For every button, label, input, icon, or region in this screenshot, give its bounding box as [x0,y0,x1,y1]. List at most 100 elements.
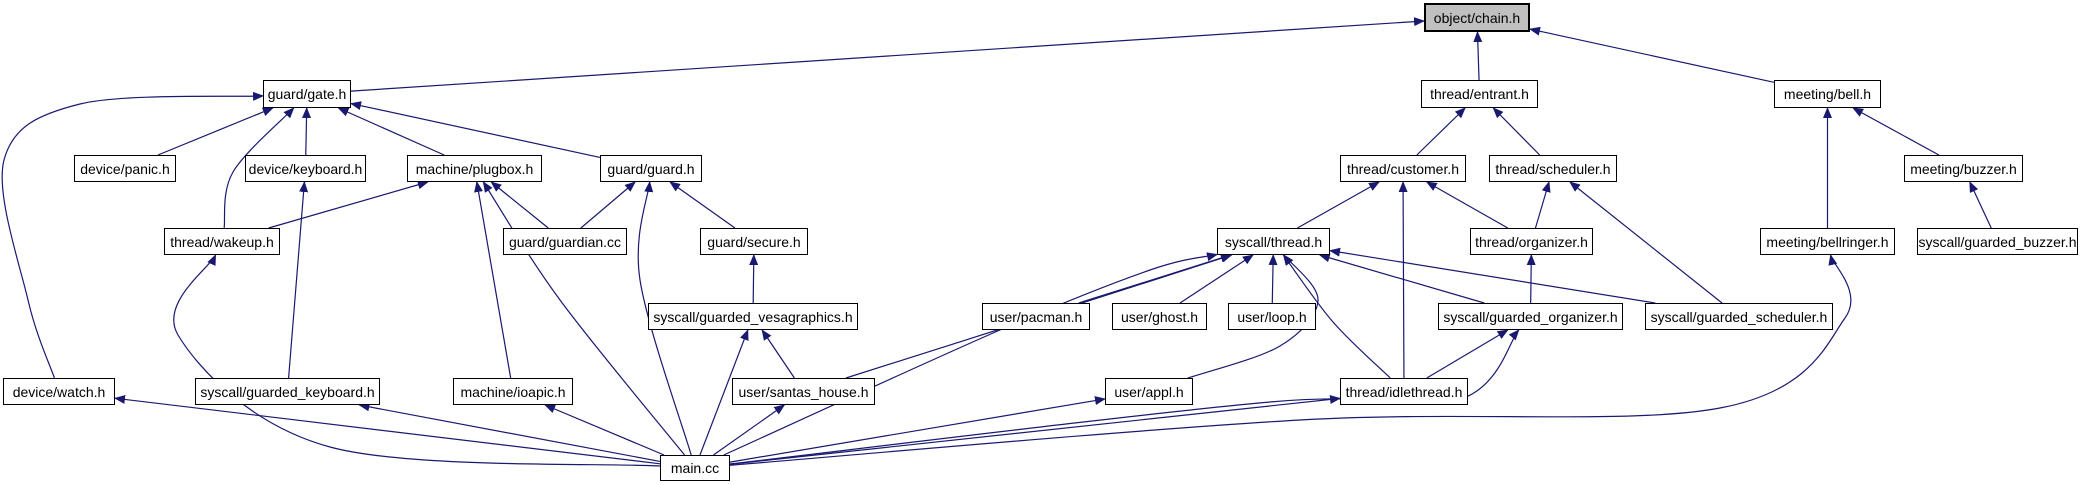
edge-meeting-bell-h-to-object-chain-h [1529,26,1775,83]
graph-node-label: thread/entrant.h [1430,86,1529,102]
graph-node-user-pacman-h[interactable]: user/pacman.h [982,303,1090,330]
graph-node-label: syscall/guarded_scheduler.h [1650,308,1828,325]
graph-node-device-watch-h[interactable]: device/watch.h [3,378,115,405]
graph-node-label: guard/guard.h [607,160,695,177]
graph-node-label: thread/wakeup.h [170,233,274,250]
edge-user-ghost-h-to-syscall-thread-h [1179,254,1254,304]
graph-node-syscall-guarded-keyboard-h[interactable]: syscall/guarded_keyboard.h [195,378,380,405]
graph-node-syscall-guarded-buzzer-h[interactable]: syscall/guarded_buzzer.h [1917,228,2078,255]
graph-node-label: guard/secure.h [707,233,801,250]
graph-node-syscall-guarded-scheduler-h[interactable]: syscall/guarded_scheduler.h [1645,303,1833,330]
edge-main-cc-to-thread-idlethread-h [729,395,1341,465]
graph-node-thread-idlethread-h[interactable]: thread/idlethread.h [1340,378,1468,405]
graph-node-label: object/chain.h [1433,9,1521,26]
graph-node-label: main.cc [670,460,720,476]
graph-node-meeting-bellringer-h[interactable]: meeting/bellringer.h [1760,228,1895,255]
graph-node-thread-scheduler-h[interactable]: thread/scheduler.h [1489,155,1617,182]
graph-node-label: syscall/guarded_organizer.h [1443,308,1618,325]
graph-node-object-chain-h[interactable]: object/chain.h [1424,3,1530,32]
graph-node-syscall-thread-h[interactable]: syscall/thread.h [1217,228,1330,255]
graph-node-label: thread/idlethread.h [1345,383,1463,400]
graph-node-label: user/ghost.h [1120,308,1199,325]
edge-main-cc-to-thread-wakeup-h [173,254,661,467]
edge-user-pacman-h-to-syscall-thread-h [1078,253,1232,304]
graph-node-label: device/panic.h [80,160,170,177]
edge-thread-organizer-h-to-thread-customer-h [1425,181,1509,229]
graph-node-thread-customer-h[interactable]: thread/customer.h [1340,155,1466,182]
edge-syscall-guarded-scheduler-h-to-syscall-thread-h [1329,247,1656,304]
edge-main-cc-to-user-santas-house-h [713,404,786,456]
edge-device-keyboard-h-to-guard-gate-h [302,107,312,156]
graph-node-label: meeting/buzzer.h [1910,160,2017,177]
graph-node-label: thread/organizer.h [1475,233,1588,250]
graph-node-label: thread/customer.h [1346,160,1460,177]
edge-guard-guardian-cc-to-machine-plugbox-h [490,181,549,229]
graph-node-meeting-buzzer-h[interactable]: meeting/buzzer.h [1904,155,2023,182]
graph-node-label: meeting/bellringer.h [1766,233,1889,250]
edge-syscall-guarded-keyboard-h-to-device-keyboard-h [287,181,309,379]
graph-node-label: guard/gate.h [267,86,347,102]
graph-node-label: syscall/guarded_buzzer.h [1918,233,2077,250]
edge-syscall-guarded-organizer-h-to-syscall-thread-h [1318,253,1485,304]
edge-main-cc-to-user-appl-h [729,396,1106,463]
graph-node-label: syscall/guarded_vesagraphics.h [653,308,853,325]
graph-node-label: device/keyboard.h [248,160,363,177]
graph-node-guard-guardian-cc[interactable]: guard/guardian.cc [503,228,627,255]
graph-node-user-loop-h[interactable]: user/loop.h [1228,303,1316,330]
graph-node-label: user/appl.h [1114,383,1184,400]
graph-node-meeting-bell-h[interactable]: meeting/bell.h [1774,80,1881,108]
edge-main-cc-to-syscall-guarded-keyboard-h [358,402,661,463]
edge-main-cc-to-device-watch-h [114,394,661,465]
graph-node-guard-secure-h[interactable]: guard/secure.h [700,228,808,255]
graph-node-main-cc[interactable]: main.cc [660,455,730,481]
edge-main-cc-to-machine-ioapic-h [544,404,665,456]
edge-main-cc-to-meeting-bellringer-h [729,254,1852,466]
edge-device-panic-h-to-guard-gate-h [157,107,274,156]
edge-syscall-guarded-buzzer-h-to-meeting-buzzer-h [1969,181,1992,229]
graph-node-device-panic-h[interactable]: device/panic.h [74,155,176,182]
edge-thread-scheduler-h-to-thread-entrant-h [1492,107,1541,156]
graph-node-thread-entrant-h[interactable]: thread/entrant.h [1421,80,1538,108]
graph-node-label: user/loop.h [1237,308,1307,325]
graph-node-syscall-guarded-organizer-h[interactable]: syscall/guarded_organizer.h [1438,303,1623,330]
graph-node-user-santas-house-h[interactable]: user/santas_house.h [732,378,875,405]
edge-thread-organizer-h-to-thread-scheduler-h [1534,181,1551,229]
edge-thread-idlethread-h-to-syscall-guarded-organizer-h [1426,329,1509,379]
graph-node-guard-guard-h[interactable]: guard/guard.h [600,155,702,182]
graph-node-label: thread/scheduler.h [1495,160,1611,177]
graph-node-label: syscall/guarded_keyboard.h [200,383,375,400]
graph-node-label: machine/ioapic.h [460,383,566,400]
edge-guard-guard-h-to-guard-gate-h [350,101,601,159]
edge-meeting-buzzer-h-to-meeting-bell-h [1852,107,1940,156]
edge-thread-customer-h-to-thread-entrant-h [1416,107,1466,156]
edge-guard-gate-h-to-object-chain-h [350,17,1425,92]
edge-thread-entrant-h-to-object-chain-h [1473,31,1483,81]
edge-syscall-guarded-organizer-h-to-thread-organizer-h [1526,254,1536,304]
graph-node-machine-ioapic-h[interactable]: machine/ioapic.h [453,378,573,405]
edge-main-cc-to-syscall-thread-h [723,252,1218,456]
edge-thread-idlethread-h-to-thread-customer-h [1398,181,1408,379]
graph-node-label: guard/guardian.cc [508,233,622,250]
graph-node-syscall-guarded-vesagraphics-h[interactable]: syscall/guarded_vesagraphics.h [648,303,858,330]
graph-node-thread-organizer-h[interactable]: thread/organizer.h [1470,228,1593,255]
edge-machine-plugbox-h-to-guard-gate-h [337,107,445,156]
edge-user-santas-house-h-to-syscall-guarded-vesagraphics-h [761,329,795,379]
edge-machine-ioapic-h-to-machine-plugbox-h [474,181,512,379]
graph-node-label: user/pacman.h [989,308,1083,325]
graph-node-label: meeting/bell.h [1783,86,1872,102]
edge-syscall-thread-h-to-thread-customer-h [1297,181,1380,229]
graph-node-thread-wakeup-h[interactable]: thread/wakeup.h [164,228,280,255]
graph-node-user-appl-h[interactable]: user/appl.h [1105,378,1193,405]
edge-thread-wakeup-h-to-machine-plugbox-h [268,180,429,229]
edge-guard-guardian-cc-to-guard-guard-h [580,181,636,229]
graph-node-user-ghost-h[interactable]: user/ghost.h [1112,303,1207,330]
graph-node-device-keyboard-h[interactable]: device/keyboard.h [245,155,366,182]
graph-node-label: user/santas_house.h [738,383,869,400]
graph-node-label: device/watch.h [12,383,106,400]
graph-node-guard-gate-h[interactable]: guard/gate.h [263,80,351,108]
graph-node-machine-plugbox-h[interactable]: machine/plugbox.h [407,155,542,182]
graph-node-label: machine/plugbox.h [415,160,534,177]
graph-node-label: syscall/thread.h [1224,233,1323,250]
edge-syscall-guarded-vesagraphics-h-to-guard-secure-h [749,254,759,304]
